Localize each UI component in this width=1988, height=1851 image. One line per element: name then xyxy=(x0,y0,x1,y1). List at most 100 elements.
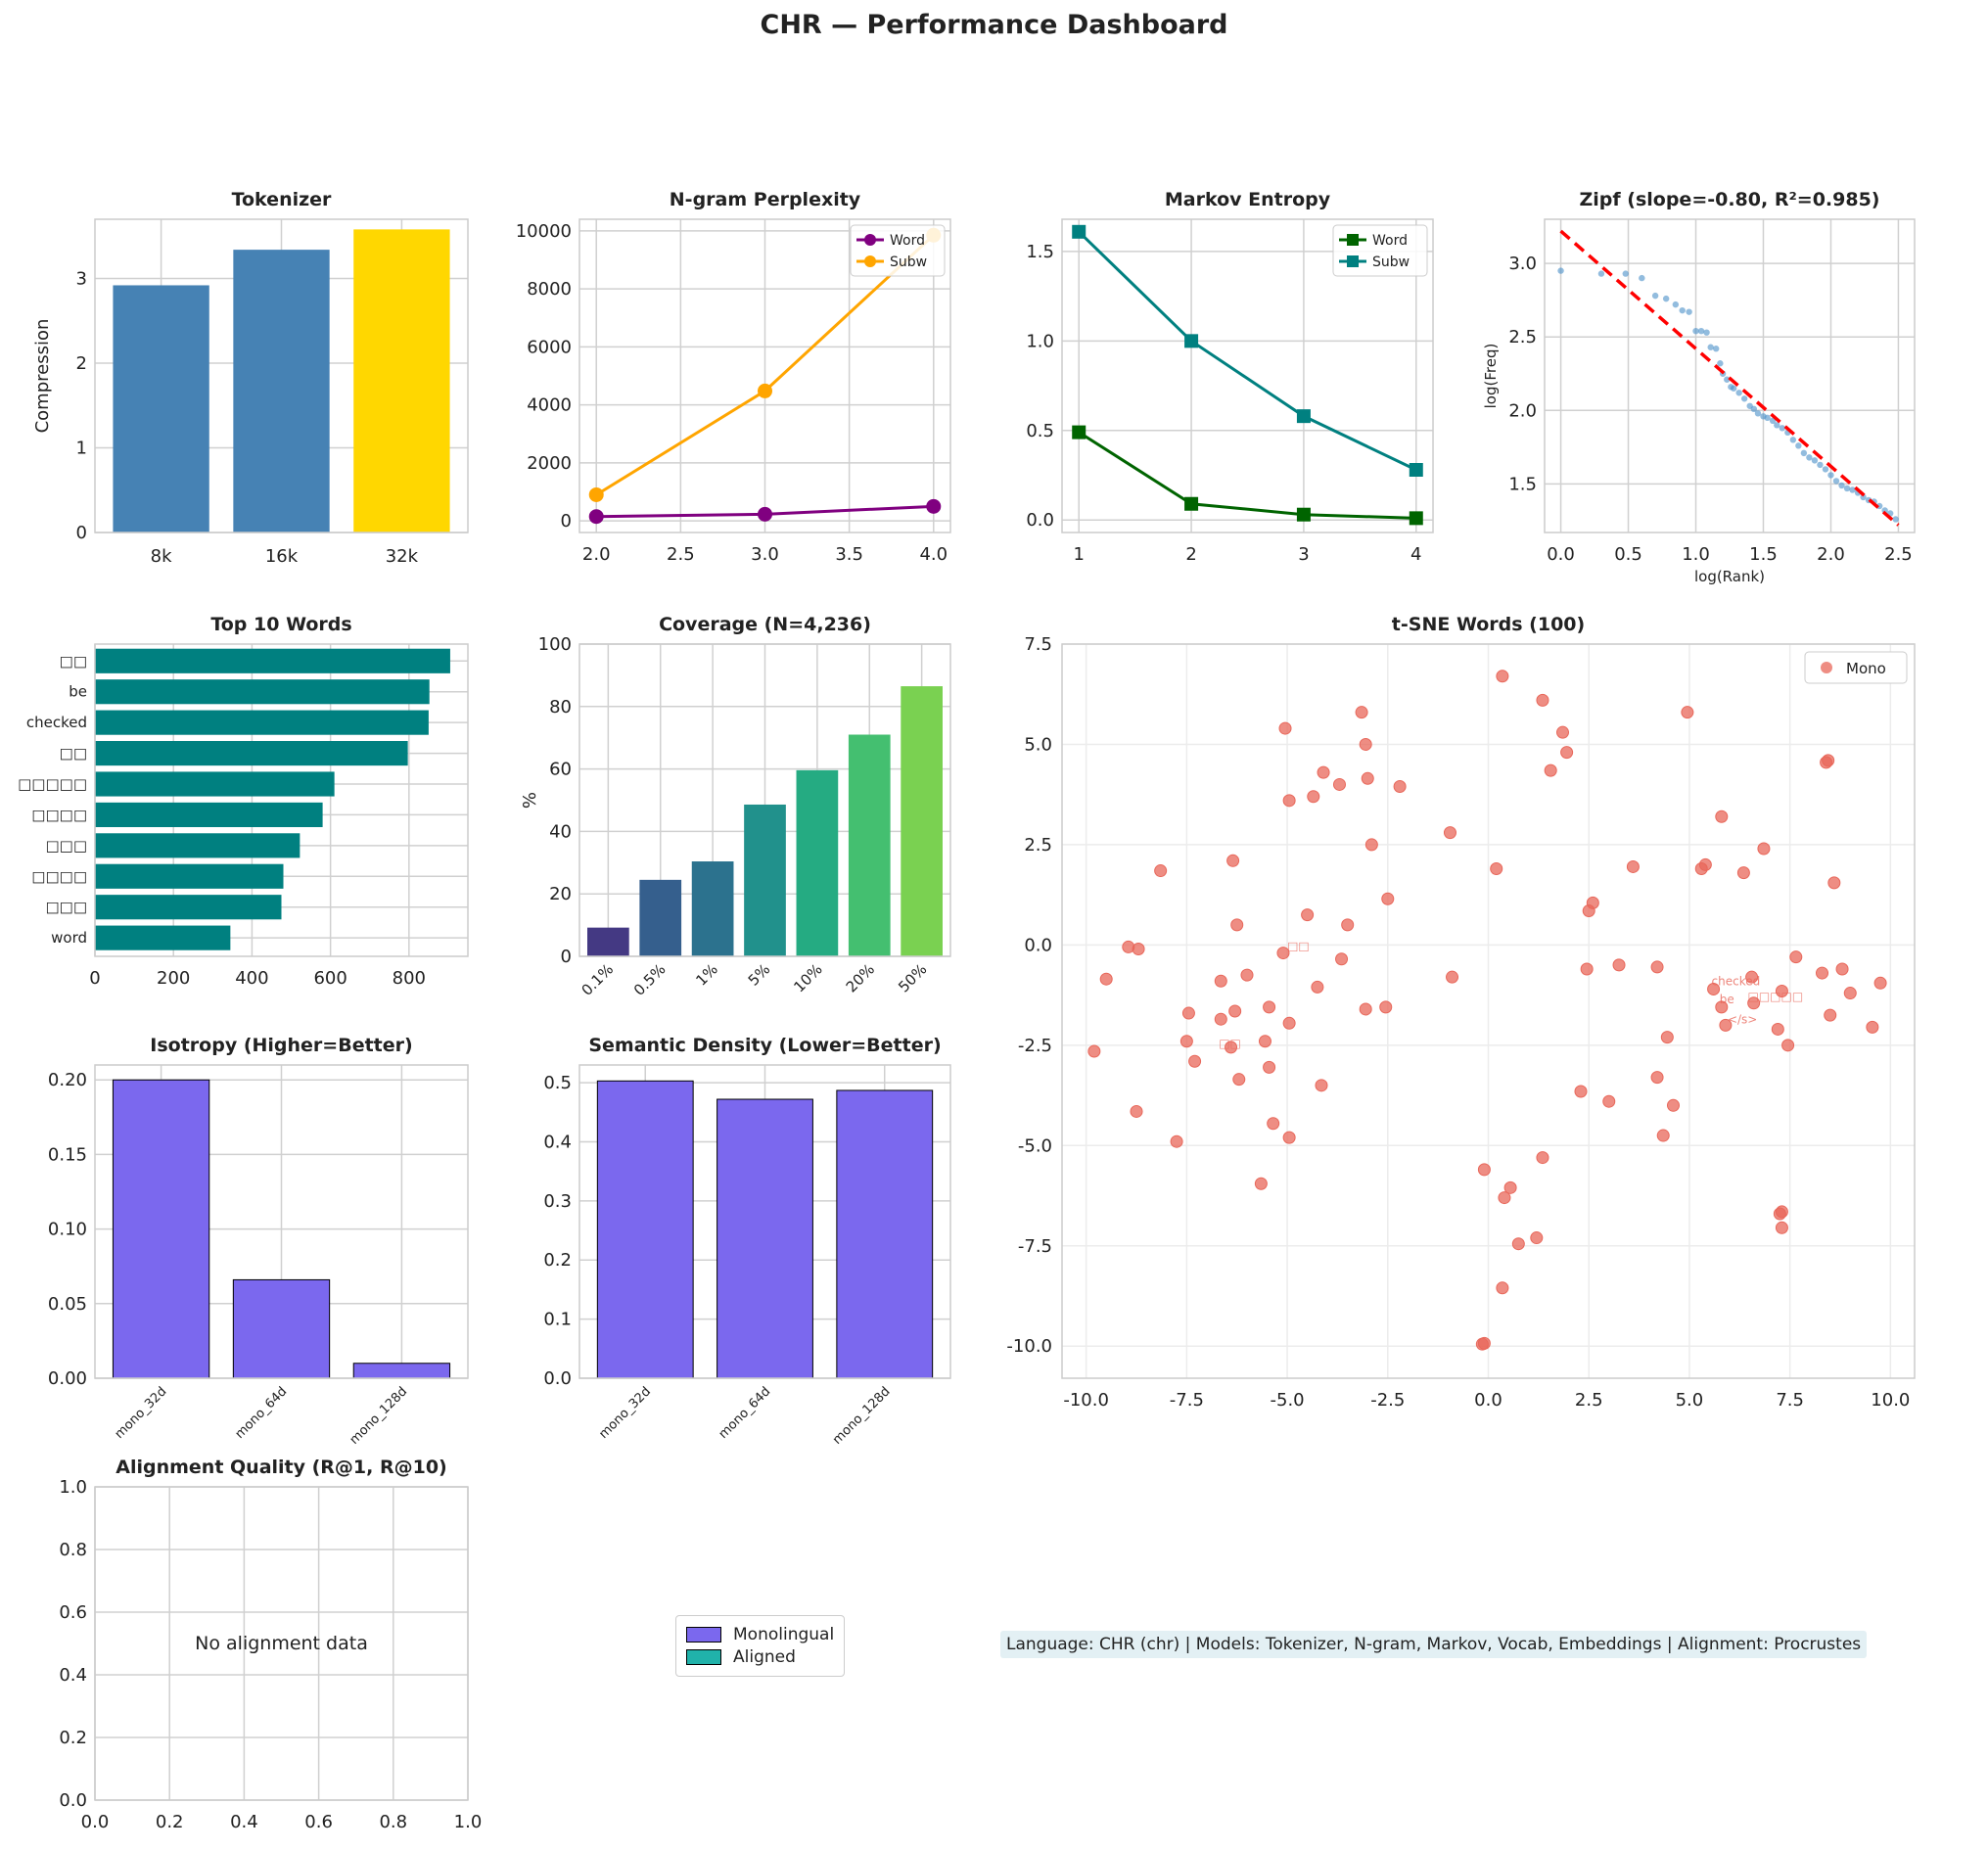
x-tick-label: 2.5 xyxy=(1884,544,1913,565)
ngram-chart: N-gram Perplexity 0 2000 4000 6000 8000 10000 2… xyxy=(516,189,951,565)
y-tick-label: □□ xyxy=(60,745,87,763)
x-tick-label: mono_32d xyxy=(113,1384,170,1442)
y-tick-label: 8000 xyxy=(527,279,572,300)
data-point xyxy=(1332,777,1346,791)
data-point xyxy=(1258,1035,1271,1048)
data-point xyxy=(1724,376,1731,383)
alignment-chart: Alignment Quality (R@1, R@10) 0.0 0.2 0.4 0.… xyxy=(59,1457,482,1832)
axes-frame xyxy=(1061,643,1916,1379)
y-tick-label: 40 xyxy=(549,821,572,842)
data-point xyxy=(1656,1129,1670,1142)
data-point xyxy=(1580,962,1594,976)
y-tick-label: 0.2 xyxy=(59,1728,87,1748)
plot-area xyxy=(1545,219,1915,532)
data-point xyxy=(1226,854,1240,867)
data-point xyxy=(1866,1020,1879,1034)
y-tick-label: 80 xyxy=(549,697,572,717)
data-point xyxy=(1228,1004,1242,1018)
x-tick-label: 2.5 xyxy=(667,544,695,565)
legend-label: Word xyxy=(1372,233,1408,249)
data-point xyxy=(1881,507,1888,514)
data-point xyxy=(1622,270,1629,277)
data-point xyxy=(1132,942,1145,955)
data-point xyxy=(1771,1022,1784,1036)
x-tick-label: mono_32d xyxy=(596,1384,654,1442)
legend-label: Word xyxy=(890,233,925,249)
data-point xyxy=(1409,511,1423,526)
y-tick-label: 0.15 xyxy=(48,1144,87,1165)
data-point xyxy=(1511,1237,1525,1251)
axes-frame xyxy=(1061,218,1434,533)
data-point xyxy=(1719,1018,1733,1032)
y-tick-label: 0.2 xyxy=(543,1250,572,1271)
bar xyxy=(112,1079,210,1379)
data-point xyxy=(1639,274,1645,282)
markov-chart: Markov Entropy 0.0 0.5 1.0 1.5 1 2 3 4 Word Subw xyxy=(1026,189,1434,565)
y-tick-label: 2.5 xyxy=(1024,835,1052,856)
data-point xyxy=(1359,1002,1372,1016)
y-axis-label: Compression xyxy=(32,319,53,434)
data-point xyxy=(1574,1085,1588,1098)
data-point xyxy=(1626,859,1640,873)
data-point xyxy=(926,498,942,514)
bar xyxy=(95,771,335,797)
x-tick-label: 10% xyxy=(790,960,825,995)
data-point xyxy=(1681,706,1694,719)
legend-label: Subw xyxy=(1372,255,1410,270)
axes-frame xyxy=(578,1064,951,1379)
bar xyxy=(836,1089,934,1379)
data-point xyxy=(1170,1134,1183,1148)
y-tick-label: 0.5 xyxy=(543,1073,572,1093)
y-tick-label: 1.0 xyxy=(59,1477,87,1498)
axes-frame xyxy=(94,1486,469,1801)
axes-frame xyxy=(94,1064,469,1379)
y-tick-label: 0.0 xyxy=(1026,510,1054,531)
data-point xyxy=(1651,292,1659,300)
data-point xyxy=(1477,1336,1491,1350)
x-tick-label: -5.0 xyxy=(1271,1390,1305,1411)
bar xyxy=(744,804,786,956)
data-point xyxy=(1822,466,1829,473)
x-tick-label: 800 xyxy=(393,968,426,989)
zipf-chart: Zipf (slope=-0.80, R²=0.985) 1.5 2.0 2.5 3.0… xyxy=(1482,189,1916,585)
x-tick-label: 0.6 xyxy=(304,1812,333,1832)
data-point xyxy=(1597,270,1605,277)
x-tick-label: 4.0 xyxy=(919,544,948,565)
data-point xyxy=(1775,1221,1788,1234)
data-point xyxy=(1827,876,1841,890)
data-point xyxy=(1364,838,1378,852)
y-axis-label: % xyxy=(520,792,540,809)
y-tick-label: 0.6 xyxy=(59,1602,87,1623)
x-tick-label: 2.5 xyxy=(1575,1390,1603,1411)
chart-legend: Word Subw xyxy=(1332,224,1428,277)
x-tick-label: 1% xyxy=(692,960,721,990)
y-tick-label: 4000 xyxy=(527,395,572,416)
y-tick-label: 0 xyxy=(561,511,572,532)
data-point xyxy=(1409,463,1423,477)
bar xyxy=(848,734,891,956)
legend-label: Aligned xyxy=(733,1647,796,1667)
data-point xyxy=(1703,329,1710,336)
x-tick-label: 10.0 xyxy=(1871,1390,1910,1411)
data-point xyxy=(758,383,772,398)
x-tick-label: 0.0 xyxy=(81,1812,110,1832)
data-point xyxy=(1355,706,1368,719)
x-tick-label: -7.5 xyxy=(1170,1390,1204,1411)
y-tick-label: □□□ xyxy=(45,899,87,916)
chart-title: Markov Entropy xyxy=(1165,189,1331,210)
x-tick-label: 8k xyxy=(151,546,172,567)
y-tick-label: 0.05 xyxy=(48,1294,87,1315)
semantic-density-chart: Semantic Density (Lower=Better) 0.0 0.1 0.2… xyxy=(543,1035,951,1448)
data-point xyxy=(1393,779,1407,793)
data-point xyxy=(1381,892,1395,905)
x-tick-label: 600 xyxy=(313,968,347,989)
x-tick-label: -10.0 xyxy=(1063,1390,1109,1411)
y-tick-label: □□□□ xyxy=(31,806,87,823)
bar xyxy=(95,925,231,950)
data-point xyxy=(1843,987,1857,1000)
data-point xyxy=(1130,1104,1143,1118)
data-point xyxy=(1832,478,1840,485)
data-point xyxy=(1490,862,1503,876)
y-tick-label: 0.3 xyxy=(543,1191,572,1212)
